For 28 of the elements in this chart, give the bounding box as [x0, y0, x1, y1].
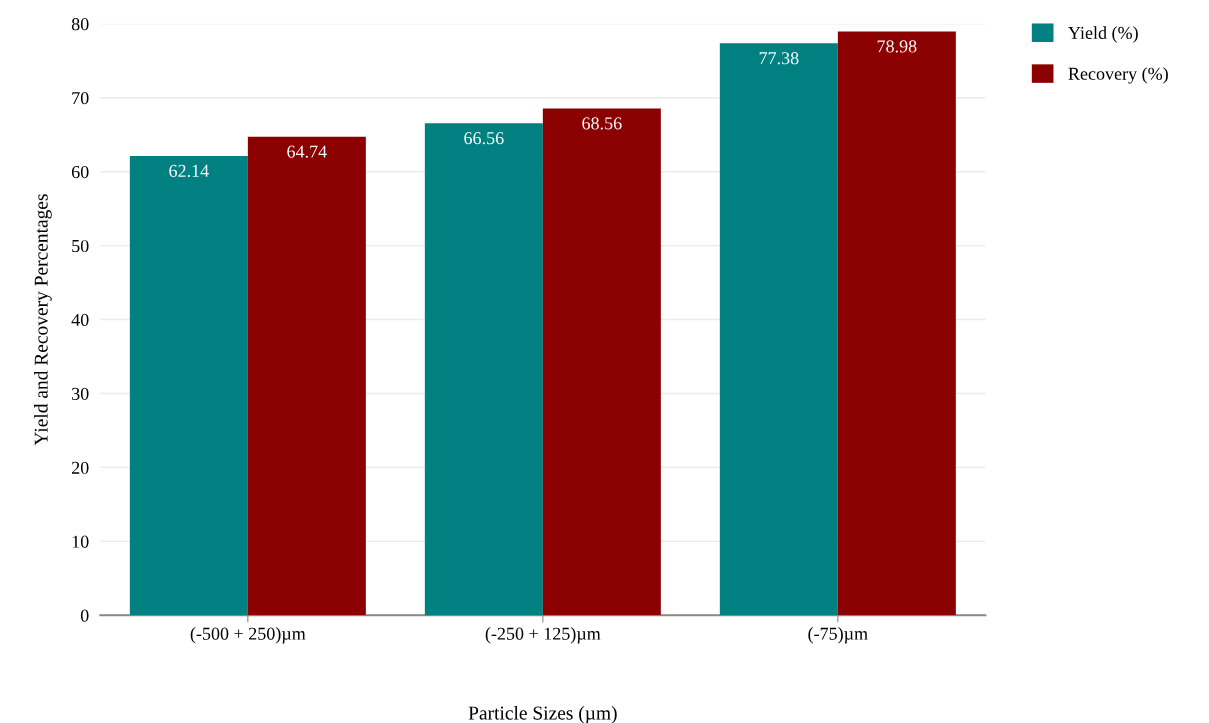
y-tick-label: 20 — [71, 461, 89, 474]
y-axis-title: Yield and Recovery Percentages — [34, 194, 52, 446]
bar — [247, 136, 366, 616]
bar — [837, 31, 956, 616]
data-label: 77.38 — [759, 52, 799, 65]
legend-label: Yield (%) — [1068, 26, 1138, 43]
y-tick-label: 10 — [72, 535, 89, 548]
legend-label: Recovery (%) — [1068, 67, 1168, 84]
y-tick-label: 0 — [80, 609, 89, 622]
x-tick-label: (-500 + 250)µm — [190, 627, 306, 644]
bar — [129, 155, 248, 616]
y-tick-label: 30 — [72, 387, 89, 400]
data-label: 66.56 — [464, 132, 504, 145]
y-tick-label: 70 — [72, 92, 89, 105]
bar — [542, 108, 661, 616]
y-tick-label: 40 — [71, 313, 89, 327]
data-label: 78.98 — [877, 40, 917, 53]
data-label: 64.74 — [287, 145, 327, 158]
bar — [424, 123, 543, 616]
y-tick-label: 50 — [72, 239, 89, 253]
data-label: 68.56 — [582, 117, 622, 130]
x-tick-label: (-250 + 125)µm — [485, 627, 601, 644]
data-label: 62.14 — [169, 164, 209, 178]
x-axis-title: Particle Sizes (µm) — [468, 705, 617, 723]
y-tick-label: 60 — [71, 165, 89, 179]
x-tick-label: (-75)µm — [808, 627, 868, 644]
bar — [719, 43, 838, 616]
y-tick-label: 80 — [71, 18, 89, 31]
